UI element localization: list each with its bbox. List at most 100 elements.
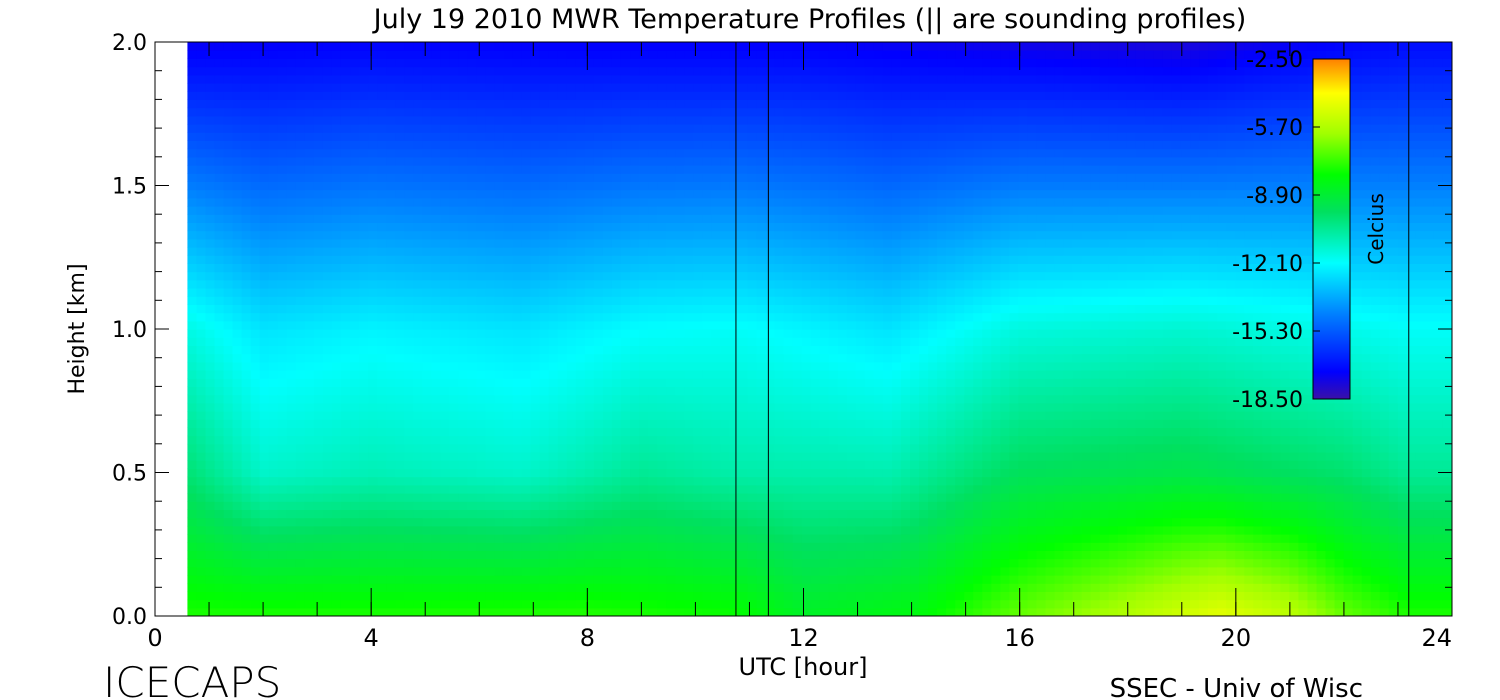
heatmap-cell xyxy=(810,189,821,199)
heatmap-cell xyxy=(684,148,694,158)
heatmap-cell xyxy=(693,550,703,560)
heatmap-cell xyxy=(711,329,721,338)
heatmap-cell xyxy=(250,476,261,486)
heatmap-cell xyxy=(458,370,469,379)
heatmap-cell xyxy=(756,222,767,232)
heatmap-cell xyxy=(467,427,478,437)
heatmap-cell xyxy=(431,394,441,404)
heatmap-cell xyxy=(566,173,577,182)
heatmap-cell xyxy=(521,320,532,330)
heatmap-cell xyxy=(304,353,315,363)
heatmap-cell xyxy=(413,525,423,535)
heatmap-cell xyxy=(630,288,640,297)
heatmap-cell xyxy=(322,599,333,609)
heatmap-cell xyxy=(729,148,740,158)
heatmap-cell xyxy=(268,353,279,363)
heatmap-cell xyxy=(368,550,378,560)
heatmap-cell xyxy=(458,312,469,322)
heatmap-cell xyxy=(476,320,487,330)
heatmap-cell xyxy=(286,419,297,428)
heatmap-cell xyxy=(458,230,469,240)
heatmap-cell xyxy=(521,525,532,535)
heatmap-cell xyxy=(304,525,315,535)
heatmap-cell xyxy=(729,419,740,428)
heatmap-cell xyxy=(657,460,667,469)
heatmap-cell xyxy=(386,165,396,174)
heatmap-cell xyxy=(485,132,496,141)
heatmap-cell xyxy=(765,222,776,232)
heatmap-cell xyxy=(440,370,450,379)
heatmap-cell xyxy=(711,501,721,510)
heatmap-cell xyxy=(711,91,721,100)
heatmap-cell xyxy=(675,402,685,412)
heatmap-cell xyxy=(620,189,631,199)
heatmap-cell xyxy=(639,484,649,494)
heatmap-cell xyxy=(503,115,514,125)
heatmap-cell xyxy=(503,156,514,166)
heatmap-cell xyxy=(331,517,342,527)
heatmap-cell xyxy=(404,320,414,330)
heatmap-cell xyxy=(259,534,270,543)
heatmap-cell xyxy=(720,304,730,314)
heatmap-cell xyxy=(810,558,821,568)
heatmap-cell xyxy=(657,255,667,264)
heatmap-cell xyxy=(386,214,396,223)
heatmap-cell xyxy=(810,427,821,437)
heatmap-cell xyxy=(539,230,550,240)
heatmap-cell xyxy=(684,493,694,502)
heatmap-cell xyxy=(377,74,387,84)
heatmap-cell xyxy=(476,443,487,453)
heatmap-cell xyxy=(377,353,387,363)
heatmap-cell xyxy=(801,427,812,437)
heatmap-cell xyxy=(575,583,586,592)
heatmap-cell xyxy=(458,214,469,223)
heatmap-cell xyxy=(639,542,649,551)
heatmap-cell xyxy=(331,493,342,502)
heatmap-cell xyxy=(539,501,550,510)
heatmap-cell xyxy=(368,370,378,379)
heatmap-cell xyxy=(675,140,685,150)
heatmap-cell xyxy=(250,484,261,494)
heatmap-cell xyxy=(377,156,387,166)
heatmap-cell xyxy=(666,320,676,330)
heatmap-cell xyxy=(440,181,450,191)
heatmap-cell xyxy=(512,402,523,412)
heatmap-cell xyxy=(548,165,559,174)
heatmap-cell xyxy=(783,181,794,191)
heatmap-cell xyxy=(286,312,297,322)
heatmap-cell xyxy=(666,517,676,527)
heatmap-cell xyxy=(304,386,315,396)
heatmap-cell xyxy=(205,288,216,297)
heatmap-cell xyxy=(666,197,676,207)
heatmap-cell xyxy=(322,173,333,182)
heatmap-cell xyxy=(449,320,460,330)
heatmap-cell xyxy=(214,484,225,494)
heatmap-cell xyxy=(639,558,649,568)
heatmap-cell xyxy=(250,575,261,584)
heatmap-cell xyxy=(268,534,279,543)
heatmap-cell xyxy=(530,583,541,592)
heatmap-cell xyxy=(765,296,776,305)
heatmap-cell xyxy=(684,550,694,560)
heatmap-cell xyxy=(494,468,505,478)
heatmap-cell xyxy=(205,501,216,510)
heatmap-cell xyxy=(340,435,351,445)
heatmap-cell xyxy=(711,189,721,199)
heatmap-cell xyxy=(422,66,432,76)
heatmap-cell xyxy=(630,58,640,68)
heatmap-cell xyxy=(765,304,776,314)
heatmap-cell xyxy=(774,509,785,519)
heatmap-cell xyxy=(765,427,776,437)
heatmap-cell xyxy=(350,361,360,371)
heatmap-cell xyxy=(386,501,396,510)
heatmap-cell xyxy=(340,255,351,264)
heatmap-cell xyxy=(395,443,405,453)
heatmap-cell xyxy=(440,599,450,609)
heatmap-cell xyxy=(756,542,767,551)
heatmap-cell xyxy=(729,206,740,215)
heatmap-cell xyxy=(675,460,685,469)
heatmap-cell xyxy=(259,58,270,68)
heatmap-cell xyxy=(639,386,649,396)
heatmap-cell xyxy=(792,206,803,215)
heatmap-cell xyxy=(259,255,270,264)
